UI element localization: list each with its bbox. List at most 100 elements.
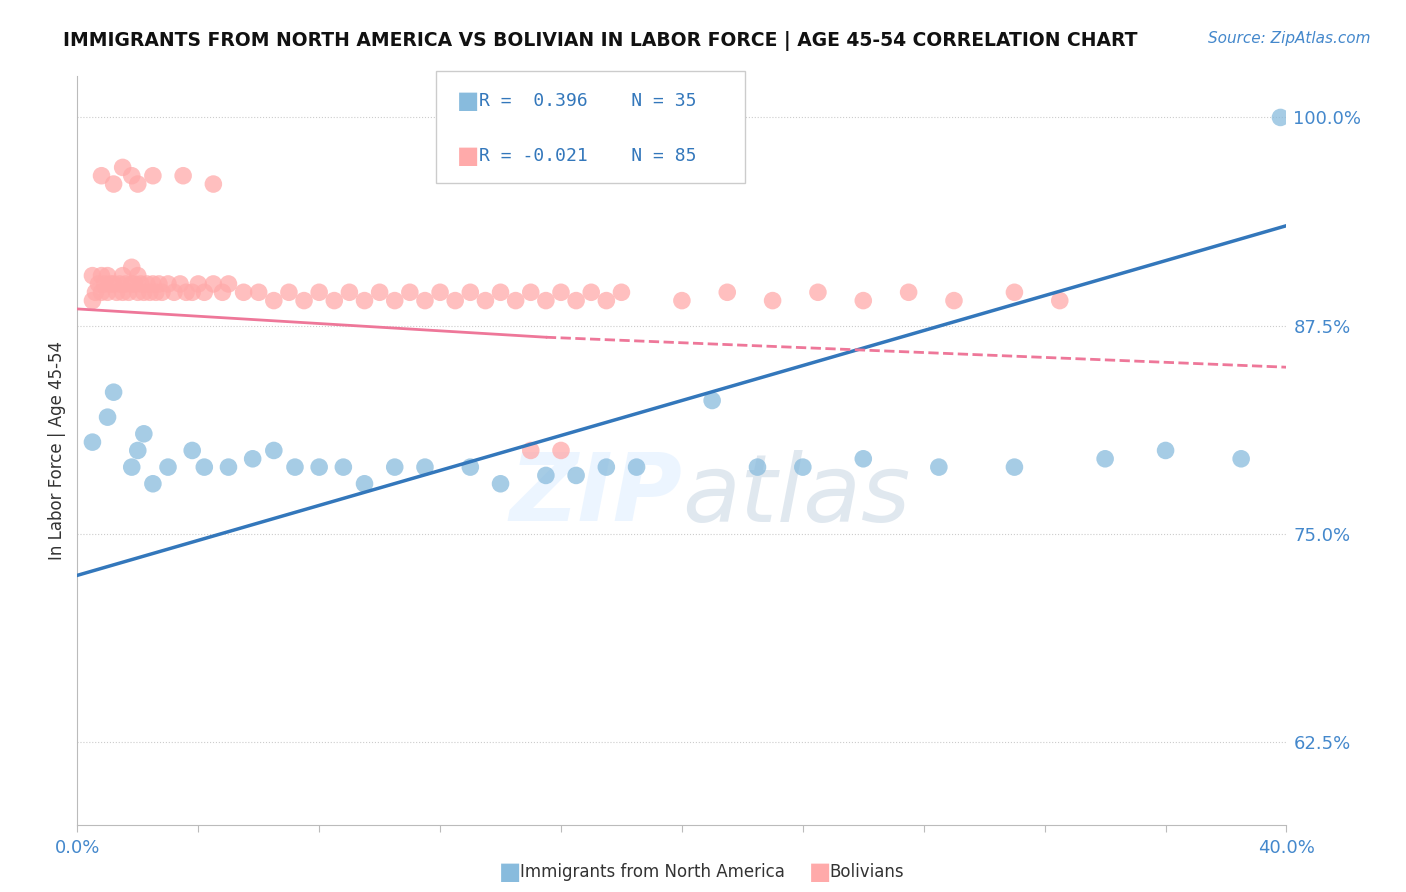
Point xyxy=(129,277,152,291)
Text: atlas: atlas xyxy=(682,450,910,541)
Point xyxy=(132,285,155,300)
Point xyxy=(172,169,194,183)
Point xyxy=(169,277,191,291)
Point xyxy=(610,285,633,300)
Point xyxy=(308,460,330,475)
Point xyxy=(413,460,436,475)
Point xyxy=(792,460,814,475)
Point xyxy=(82,293,104,308)
Point xyxy=(565,468,588,483)
Text: Source: ZipAtlas.com: Source: ZipAtlas.com xyxy=(1208,31,1371,46)
Point xyxy=(174,285,197,300)
Point xyxy=(218,460,240,475)
Point xyxy=(534,293,557,308)
Point xyxy=(353,293,375,308)
Point xyxy=(897,285,920,300)
Point xyxy=(84,285,107,300)
Point xyxy=(90,285,112,300)
Point xyxy=(807,285,830,300)
Point xyxy=(384,293,406,308)
Point xyxy=(150,285,173,300)
Point xyxy=(332,460,354,475)
Point xyxy=(96,268,118,283)
Point xyxy=(127,285,149,300)
Point xyxy=(127,177,149,191)
Point xyxy=(520,285,543,300)
Point xyxy=(489,285,512,300)
Point xyxy=(444,293,467,308)
Point xyxy=(93,277,115,291)
Point xyxy=(193,460,215,475)
Point xyxy=(1154,443,1177,458)
Point xyxy=(413,293,436,308)
Point xyxy=(626,460,648,475)
Text: ■: ■ xyxy=(499,861,522,884)
Point xyxy=(399,285,422,300)
Point xyxy=(852,451,875,466)
Text: ZIP: ZIP xyxy=(509,450,682,541)
Point xyxy=(142,476,165,491)
Point xyxy=(82,435,104,450)
Point xyxy=(1004,285,1026,300)
Point xyxy=(458,460,481,475)
Point xyxy=(384,460,406,475)
Point xyxy=(550,285,572,300)
Point xyxy=(90,268,112,283)
Point xyxy=(193,285,215,300)
Point xyxy=(292,293,315,308)
Point xyxy=(103,385,125,400)
Point xyxy=(127,268,149,283)
Text: Bolivians: Bolivians xyxy=(830,863,904,881)
Point xyxy=(928,460,950,475)
Point xyxy=(103,177,125,191)
Point xyxy=(263,293,285,308)
Point xyxy=(353,476,375,491)
Point xyxy=(474,293,496,308)
Point xyxy=(505,293,527,308)
Point xyxy=(132,426,155,441)
Point xyxy=(581,285,603,300)
Text: ■: ■ xyxy=(457,145,479,168)
Point xyxy=(202,277,225,291)
Point xyxy=(595,293,617,308)
Point xyxy=(323,293,346,308)
Point xyxy=(534,468,557,483)
Point xyxy=(163,285,186,300)
Point xyxy=(114,277,136,291)
Point xyxy=(716,285,738,300)
Point xyxy=(458,285,481,300)
Point xyxy=(181,443,204,458)
Point xyxy=(157,277,180,291)
Point xyxy=(121,169,143,183)
Point xyxy=(218,277,240,291)
Point xyxy=(1049,293,1071,308)
Point xyxy=(105,285,128,300)
Point xyxy=(145,285,167,300)
Point xyxy=(671,293,693,308)
Point xyxy=(111,285,134,300)
Point xyxy=(308,285,330,300)
Point xyxy=(181,285,204,300)
Point xyxy=(90,169,112,183)
Text: ■: ■ xyxy=(808,861,831,884)
Text: IMMIGRANTS FROM NORTH AMERICA VS BOLIVIAN IN LABOR FORCE | AGE 45-54 CORRELATION: IMMIGRANTS FROM NORTH AMERICA VS BOLIVIA… xyxy=(63,31,1137,51)
Point xyxy=(135,277,157,291)
Text: Immigrants from North America: Immigrants from North America xyxy=(520,863,785,881)
Point xyxy=(278,285,301,300)
Point xyxy=(139,285,162,300)
Point xyxy=(368,285,391,300)
Point xyxy=(157,460,180,475)
Point xyxy=(762,293,785,308)
Point xyxy=(520,443,543,458)
Point xyxy=(263,443,285,458)
Point xyxy=(1094,451,1116,466)
Point xyxy=(121,277,143,291)
Point xyxy=(232,285,254,300)
Point xyxy=(702,393,724,408)
Point xyxy=(550,443,572,458)
Point xyxy=(127,443,149,458)
Point xyxy=(124,277,146,291)
Point xyxy=(148,277,170,291)
Point xyxy=(187,277,209,291)
Point xyxy=(118,285,141,300)
